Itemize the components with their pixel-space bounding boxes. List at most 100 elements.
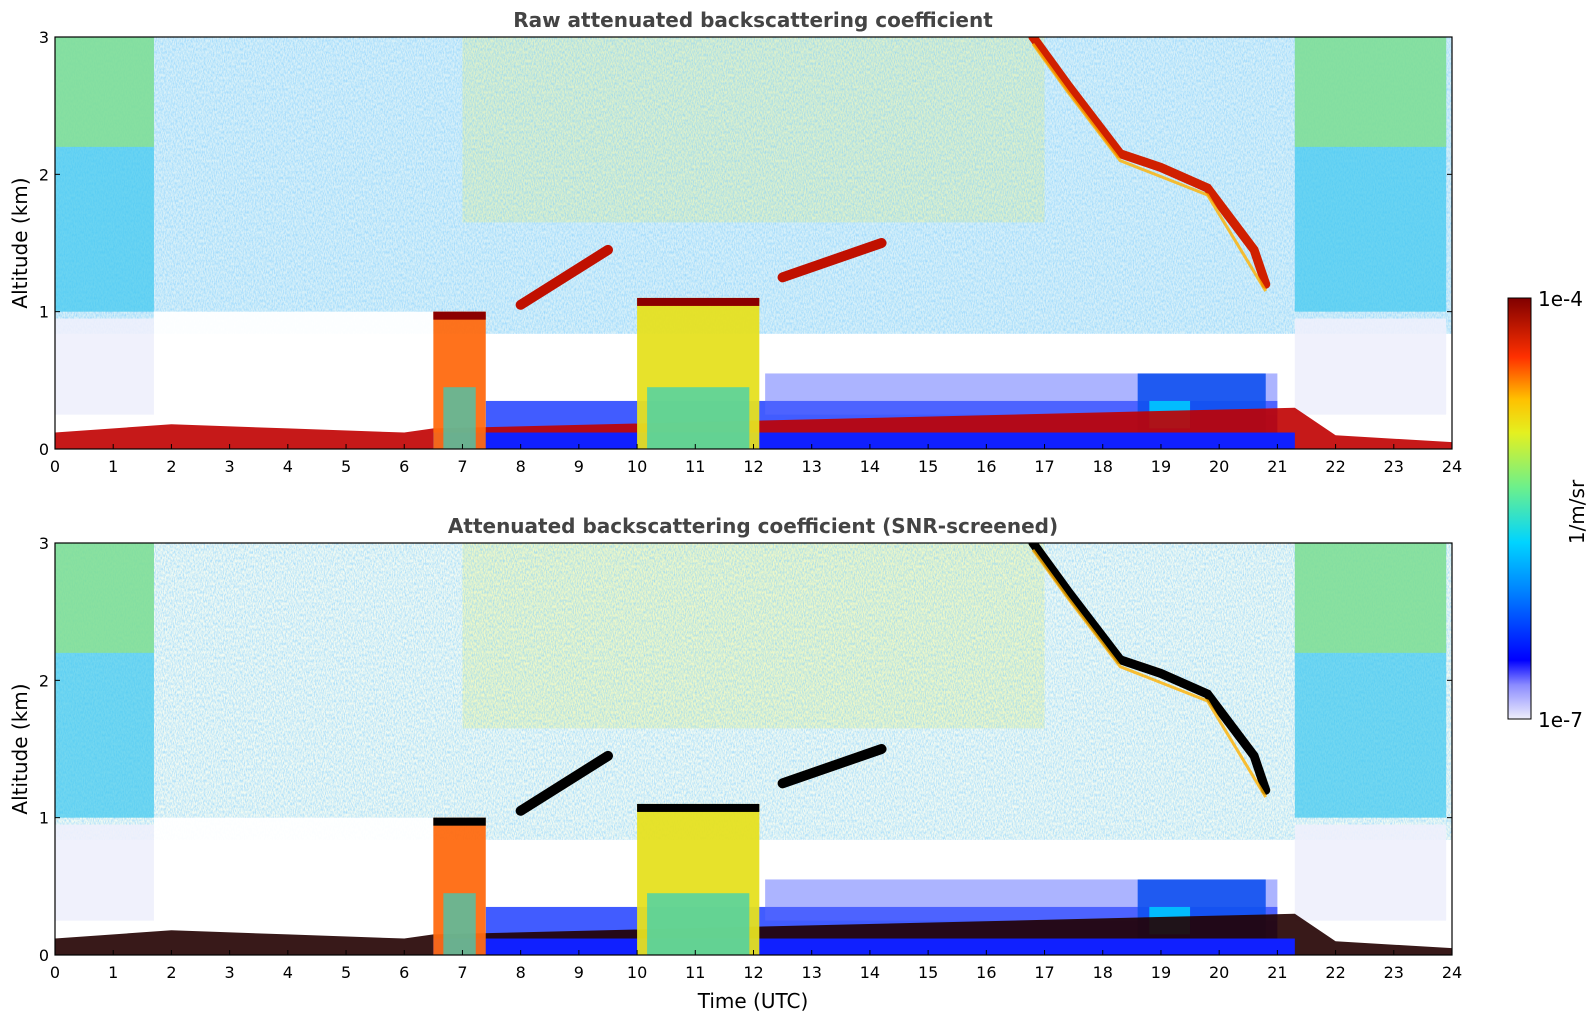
x-tick-label: 24 bbox=[1442, 457, 1462, 476]
clear-air-region bbox=[153, 311, 434, 415]
panel-snr-heatmap bbox=[55, 543, 1452, 955]
x-tick-label: 18 bbox=[1093, 457, 1113, 476]
night-noise-column-top bbox=[1294, 543, 1447, 653]
x-tick-label: 12 bbox=[743, 963, 763, 982]
night-noise-column-top bbox=[55, 543, 154, 653]
x-tick-label: 0 bbox=[50, 457, 60, 476]
clear-air-band bbox=[1294, 824, 1447, 921]
cirrus-cloud-edge bbox=[1031, 42, 1268, 292]
x-tick-label: 6 bbox=[399, 963, 409, 982]
y-tick-label: 3 bbox=[39, 28, 49, 47]
cloud-top bbox=[433, 311, 486, 320]
panel-snr-ylabel: Altitude (km) bbox=[8, 683, 32, 814]
x-tick-label: 13 bbox=[802, 457, 822, 476]
x-tick-label: 2 bbox=[166, 457, 176, 476]
elevated-cloud bbox=[777, 238, 887, 283]
x-tick-label: 5 bbox=[341, 457, 351, 476]
cirrus-cloud-band bbox=[1028, 543, 1271, 795]
x-tick-label: 11 bbox=[685, 457, 705, 476]
x-tick-label: 7 bbox=[457, 963, 467, 982]
elevated-cloud bbox=[777, 744, 887, 789]
x-tick-label: 16 bbox=[976, 457, 996, 476]
panel-raw-title: Raw attenuated backscattering coefficien… bbox=[513, 8, 993, 32]
x-tick-label: 4 bbox=[283, 963, 293, 982]
x-tick-label: 7 bbox=[457, 457, 467, 476]
y-tick-label: 2 bbox=[39, 671, 49, 690]
cloud-base-region bbox=[443, 893, 476, 955]
x-tick-label: 15 bbox=[918, 963, 938, 982]
colorbar: 1e-4 1e-7 1/m/sr bbox=[1507, 287, 1589, 732]
x-tick-label: 19 bbox=[1151, 963, 1171, 982]
surface-layer bbox=[433, 938, 1295, 955]
clear-air-region bbox=[153, 817, 434, 921]
x-tick-label: 3 bbox=[225, 963, 235, 982]
cloud-top bbox=[433, 817, 486, 826]
x-tick-label: 10 bbox=[627, 963, 647, 982]
y-tick-label: 3 bbox=[39, 534, 49, 553]
x-tick-label: 8 bbox=[516, 963, 526, 982]
colorbar-min-label: 1e-7 bbox=[1538, 708, 1583, 732]
x-tick-label: 9 bbox=[574, 457, 584, 476]
x-tick-label: 9 bbox=[574, 963, 584, 982]
panel-snr-y-ticks: 0 1 2 3 bbox=[39, 534, 1452, 965]
clear-air-band bbox=[55, 318, 154, 415]
x-tick-label: 0 bbox=[50, 963, 60, 982]
x-tick-label: 21 bbox=[1267, 963, 1287, 982]
x-tick-label: 8 bbox=[516, 457, 526, 476]
night-noise-column-top bbox=[1294, 37, 1447, 147]
panel-raw: Raw attenuated backscattering coefficien… bbox=[8, 8, 1462, 476]
x-tick-label: 22 bbox=[1325, 457, 1345, 476]
cloud-base-region bbox=[647, 387, 750, 449]
panel-snr-xlabel: Time (UTC) bbox=[697, 989, 809, 1013]
x-tick-label: 16 bbox=[976, 963, 996, 982]
x-tick-label: 1 bbox=[108, 457, 118, 476]
noise-texture bbox=[55, 37, 1452, 334]
cloud-top bbox=[637, 297, 760, 306]
cloud-base-region bbox=[647, 893, 750, 955]
x-tick-label: 15 bbox=[918, 457, 938, 476]
surface-layer bbox=[433, 432, 1295, 449]
elevated-cloud bbox=[515, 244, 613, 310]
night-noise-column-top bbox=[55, 37, 154, 147]
cirrus-cloud-band bbox=[1028, 37, 1271, 289]
x-tick-label: 24 bbox=[1442, 963, 1462, 982]
y-tick-label: 0 bbox=[39, 946, 49, 965]
panel-raw-y-ticks: 0 1 2 3 bbox=[39, 28, 1452, 459]
panel-raw-x-ticks: 0 1 2 3 4 5 6 7 8 9 10 11 12 13 14 15 16 17 18 19 20 21 22 23 24 bbox=[50, 444, 1462, 476]
cloud-top bbox=[637, 803, 760, 812]
x-tick-label: 23 bbox=[1384, 963, 1404, 982]
x-tick-label: 4 bbox=[283, 457, 293, 476]
x-tick-label: 11 bbox=[685, 963, 705, 982]
y-tick-label: 2 bbox=[39, 165, 49, 184]
x-tick-label: 5 bbox=[341, 963, 351, 982]
panel-snr-x-ticks: 0 1 2 3 4 5 6 7 8 9 10 11 12 13 14 15 16 17 18 19 20 21 22 23 24 bbox=[50, 950, 1462, 982]
x-tick-label: 19 bbox=[1151, 457, 1171, 476]
y-tick-label: 1 bbox=[39, 303, 49, 322]
x-tick-label: 14 bbox=[860, 457, 880, 476]
x-tick-label: 23 bbox=[1384, 457, 1404, 476]
x-tick-label: 17 bbox=[1034, 963, 1054, 982]
panel-raw-heatmap bbox=[55, 37, 1452, 449]
x-tick-label: 3 bbox=[225, 457, 235, 476]
x-tick-label: 20 bbox=[1209, 457, 1229, 476]
x-tick-label: 13 bbox=[802, 963, 822, 982]
x-tick-label: 22 bbox=[1325, 963, 1345, 982]
panel-snr: Attenuated backscattering coefficient (S… bbox=[8, 514, 1462, 1013]
noise-texture bbox=[55, 543, 1452, 840]
x-tick-label: 12 bbox=[743, 457, 763, 476]
colorbar-max-label: 1e-4 bbox=[1538, 287, 1583, 311]
x-tick-label: 14 bbox=[860, 963, 880, 982]
x-tick-label: 6 bbox=[399, 457, 409, 476]
panel-raw-ylabel: Altitude (km) bbox=[8, 177, 32, 308]
panel-snr-title: Attenuated backscattering coefficient (S… bbox=[448, 514, 1058, 538]
x-tick-label: 21 bbox=[1267, 457, 1287, 476]
y-tick-label: 1 bbox=[39, 809, 49, 828]
clear-air-band bbox=[55, 824, 154, 921]
x-tick-label: 18 bbox=[1093, 963, 1113, 982]
colorbar-units-label: 1/m/sr bbox=[1565, 479, 1589, 544]
x-tick-label: 2 bbox=[166, 963, 176, 982]
cloud-base-region bbox=[443, 387, 476, 449]
cirrus-cloud-edge bbox=[1031, 548, 1268, 798]
x-tick-label: 17 bbox=[1034, 457, 1054, 476]
